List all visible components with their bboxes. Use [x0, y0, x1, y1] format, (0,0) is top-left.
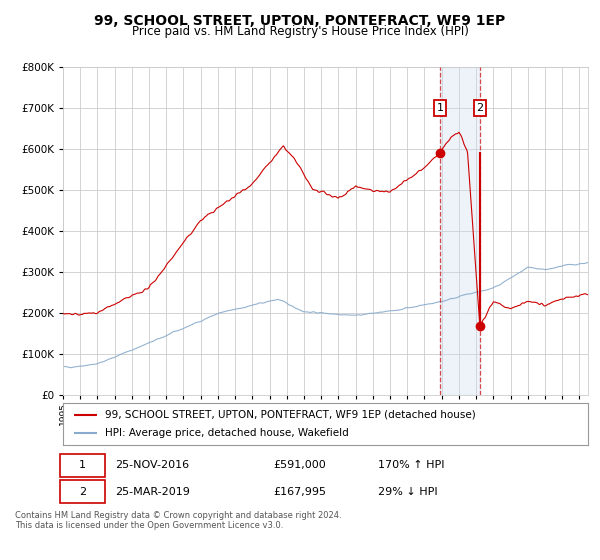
- Text: £591,000: £591,000: [273, 460, 326, 470]
- Text: Contains HM Land Registry data © Crown copyright and database right 2024.
This d: Contains HM Land Registry data © Crown c…: [15, 511, 341, 530]
- Text: 29% ↓ HPI: 29% ↓ HPI: [378, 487, 437, 497]
- FancyBboxPatch shape: [61, 454, 105, 477]
- Text: 1: 1: [436, 103, 443, 113]
- Text: 99, SCHOOL STREET, UPTON, PONTEFRACT, WF9 1EP (detached house): 99, SCHOOL STREET, UPTON, PONTEFRACT, WF…: [105, 410, 476, 420]
- FancyBboxPatch shape: [61, 480, 105, 503]
- Text: HPI: Average price, detached house, Wakefield: HPI: Average price, detached house, Wake…: [105, 428, 349, 438]
- Text: Price paid vs. HM Land Registry's House Price Index (HPI): Price paid vs. HM Land Registry's House …: [131, 25, 469, 38]
- Text: 25-MAR-2019: 25-MAR-2019: [115, 487, 190, 497]
- Text: 25-NOV-2016: 25-NOV-2016: [115, 460, 190, 470]
- Text: 170% ↑ HPI: 170% ↑ HPI: [378, 460, 445, 470]
- Text: 1: 1: [79, 460, 86, 470]
- Text: 2: 2: [476, 103, 484, 113]
- Text: £167,995: £167,995: [273, 487, 326, 497]
- Bar: [440, 67, 480, 395]
- Text: 99, SCHOOL STREET, UPTON, PONTEFRACT, WF9 1EP: 99, SCHOOL STREET, UPTON, PONTEFRACT, WF…: [94, 14, 506, 28]
- Text: 2: 2: [79, 487, 86, 497]
